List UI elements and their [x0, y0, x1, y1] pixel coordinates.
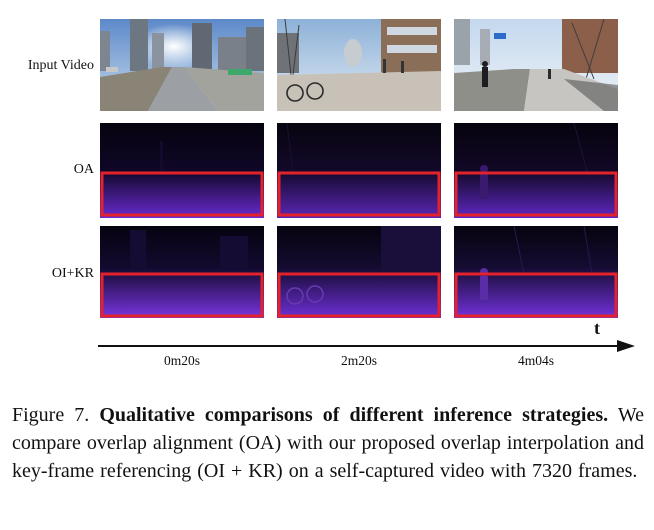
figure-caption-body: We compare overlap alignment (OA) with o…: [12, 404, 644, 482]
highlight-box: [454, 272, 618, 318]
figure-label: Figure 7.: [12, 404, 90, 426]
oa-depth-frame-2m20s: [277, 123, 441, 218]
oa-depth-frame-0m20s: [100, 123, 264, 218]
highlight-box: [100, 171, 264, 217]
highlight-box: [454, 171, 618, 217]
oikr-depth-frame-4m04s: [454, 226, 618, 318]
highlight-box: [277, 272, 441, 318]
oikr-depth-frame-2m20s: [277, 226, 441, 318]
time-axis-arrow: [98, 340, 635, 352]
timestamp-2m20s: 2m20s: [340, 353, 377, 368]
highlight-box: [277, 171, 441, 217]
input-frame-0m20s: [100, 19, 264, 111]
timestamp-0m20s: 0m20s: [163, 353, 200, 368]
row-label-input-video: Input Video: [27, 58, 94, 73]
figure-title: Qualitative comparisons of different inf…: [99, 404, 609, 426]
oa-depth-frame-4m04s: [454, 123, 618, 218]
row-label-oi-kr: OI+KR: [51, 266, 94, 281]
row-label-oa: OA: [73, 162, 94, 177]
oikr-depth-frame-0m20s: [100, 226, 264, 318]
input-frame-2m20s: [277, 19, 441, 111]
figure-caption: Figure 7. Qualitative comparisons of dif…: [12, 401, 644, 485]
highlight-box: [100, 272, 264, 318]
input-frame-4m04s: [454, 19, 618, 111]
time-axis-label: t: [594, 318, 600, 338]
timestamp-4m04s: 4m04s: [517, 353, 554, 368]
